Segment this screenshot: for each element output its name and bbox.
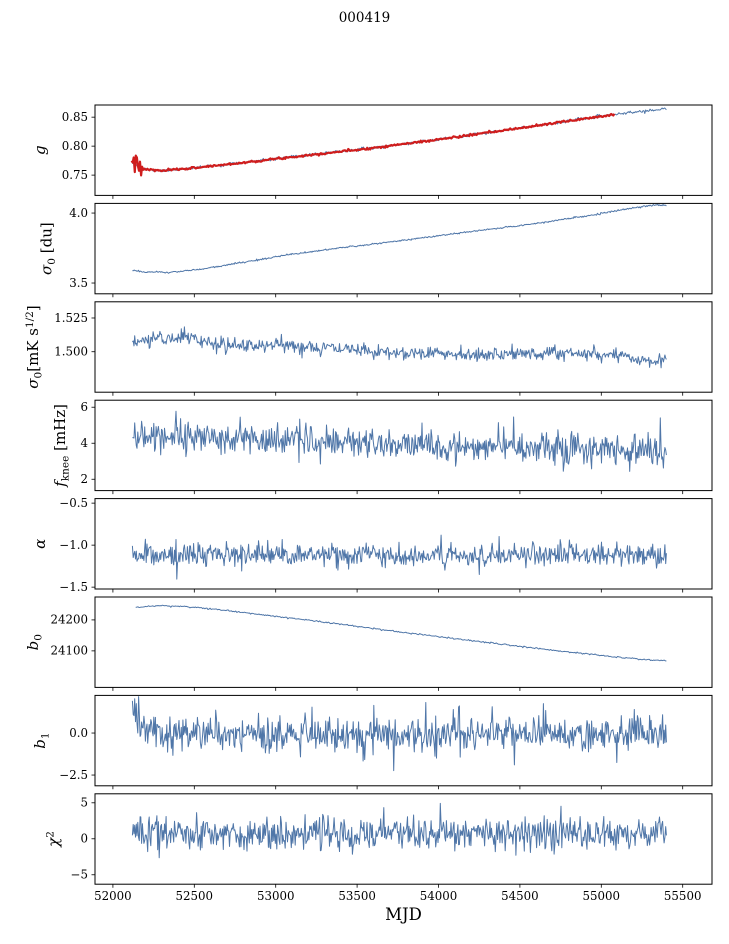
x-tick-label: 54000: [420, 889, 458, 903]
y-tick-label: 3.5: [69, 276, 88, 290]
panel-fknee: 2 4 6 fknee [mHz]: [51, 399, 713, 495]
g-series-gain-fit: [130, 112, 616, 177]
panel-g-ylabel: g: [31, 145, 49, 155]
panel-b0-series-group: [135, 604, 667, 662]
y-tick-label: 24200: [50, 613, 88, 627]
y-tick-label: 24100: [50, 644, 88, 658]
fknee-series-fknee: [132, 410, 667, 472]
y-tick-label: 1.525: [54, 311, 88, 325]
panel-sigma0-mK-spines: [94, 301, 713, 393]
y-tick-label: −0.5: [59, 496, 88, 510]
x-tick-label: 52500: [176, 889, 214, 903]
panel-g-series-group: [130, 107, 667, 177]
panel-g: 0.75 0.80 0.85 g: [31, 104, 713, 199]
panel-b1: 0.0 −2.5 b1: [31, 694, 713, 790]
y-tick-label: 4: [80, 436, 88, 450]
y-tick-label: 5: [80, 796, 88, 810]
x-axis-label: MJD: [385, 905, 422, 924]
alpha-series-alpha: [131, 534, 667, 580]
b0-series-b0: [135, 604, 667, 662]
x-tick-label: 55000: [583, 889, 621, 903]
x-tick-label: 52000: [94, 889, 132, 903]
panel-alpha-ylabel: α: [31, 539, 49, 549]
y-tick-label: 0: [80, 832, 88, 846]
panel-b0: 24100 24200 b0: [24, 596, 713, 691]
y-tick-label: 0.85: [62, 110, 88, 124]
panel-b1-spines: [94, 694, 713, 787]
panel-sigma0-du-series-group: [132, 203, 667, 274]
x-tick-label: 53000: [257, 889, 295, 903]
panel-g-spines: [94, 104, 713, 196]
x-tick-label: 53500: [338, 889, 376, 903]
panel-fknee-spines: [94, 399, 713, 492]
figure-title: 000419: [338, 10, 391, 26]
panel-chi2-series-group: [131, 802, 667, 859]
panel-fknee-ylabel: fknee [mHz]: [51, 404, 72, 488]
x-tick-label: 54500: [501, 889, 539, 903]
panel-sigma0-mK-series-group: [131, 326, 667, 369]
y-tick-label: 1.500: [54, 345, 88, 359]
panel-sigma0-du-ylabel: σ0 [du]: [38, 222, 59, 275]
b1-series-b1: [131, 696, 667, 772]
panel-chi2: 52000 52500 53000 53500 54000 54500 55000 55500…: [44, 793, 713, 903]
panel-alpha-series-group: [131, 534, 667, 580]
chi2-series-chi2: [131, 802, 667, 859]
y-tick-label: 0.75: [62, 168, 88, 182]
y-tick-label: −5: [71, 868, 88, 882]
panel-sigma0-mK: 1.500 1.525 σ0[mK s1/2]: [24, 301, 713, 396]
panel-chi2-spines: [94, 793, 713, 885]
panel-alpha-spines: [94, 498, 713, 590]
y-tick-label: −2.5: [59, 768, 88, 782]
panel-b1-ylabel: b1: [31, 732, 52, 748]
y-tick-label: 2: [80, 472, 88, 486]
panel-alpha: −0.5 −1.0 −1.5 α: [31, 496, 713, 594]
panel-b0-ylabel: b0: [24, 634, 45, 650]
panel-b0-spines: [94, 596, 713, 688]
panel-sigma0-du-spines: [94, 202, 713, 295]
y-tick-label: 6: [80, 400, 88, 414]
panel-fknee-series-group: [132, 410, 667, 472]
x-tick-label: 55500: [664, 889, 702, 903]
panel-sigma0-du: 3.5 4.0 σ0 [du]: [38, 202, 713, 298]
y-tick-label: 4.0: [69, 206, 88, 220]
panel-sigma0-mK-ylabel: σ0[mK s1/2]: [24, 305, 45, 388]
y-tick-label: −1.0: [59, 538, 88, 552]
panel-b1-series-group: [131, 696, 667, 772]
y-tick-label: 0.0: [69, 726, 88, 740]
panel-chi2-ylabel: χ2: [44, 831, 62, 848]
sigma0-du-series-sigma0-du: [132, 203, 667, 274]
y-tick-label: 0.80: [62, 139, 88, 153]
y-tick-label: −1.5: [59, 580, 88, 594]
sigma0-mK-series-sigma0-mK: [131, 326, 667, 369]
